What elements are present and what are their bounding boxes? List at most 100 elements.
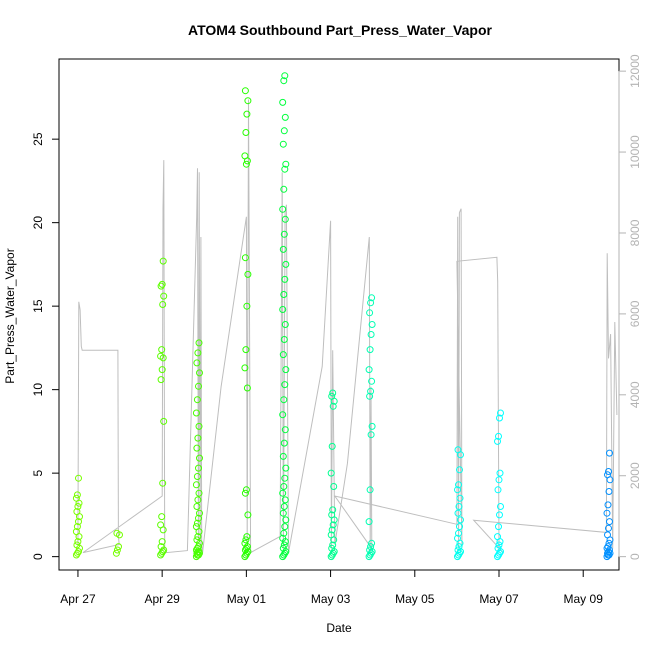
data-point: [328, 544, 336, 552]
x-axis: Apr 27 Apr 29 May 01 May 03 May 05 May 07 May …: [60, 569, 603, 606]
data-point: [329, 549, 337, 557]
data-point: [605, 539, 613, 547]
data-point: [194, 349, 202, 357]
data-point: [243, 302, 251, 310]
data-point: [456, 494, 464, 502]
x-tick-label: May 07: [479, 592, 519, 606]
data-point: [606, 449, 613, 457]
data-point: [366, 309, 374, 317]
data-point: [328, 551, 336, 559]
data-point: [160, 417, 168, 425]
data-point: [242, 346, 250, 354]
y-tick-label: 10: [31, 383, 45, 397]
data-point: [279, 509, 287, 517]
data-point: [279, 306, 287, 313]
data-point: [368, 321, 376, 328]
data-point: [159, 548, 167, 556]
data-point: [497, 409, 504, 417]
data-point: [494, 533, 501, 541]
y2-tick-label: 8000: [628, 219, 642, 246]
data-point: [194, 434, 202, 442]
data-point: [280, 551, 288, 559]
data-point: [75, 474, 82, 482]
data-point: [329, 402, 337, 410]
data-point: [192, 523, 200, 531]
data-point: [281, 215, 289, 223]
data-point: [242, 129, 250, 136]
data-point: [604, 543, 612, 551]
data-point: [74, 503, 82, 510]
data-point: [242, 544, 250, 552]
data-point: [281, 426, 289, 434]
data-point: [328, 511, 336, 519]
data-point: [72, 494, 80, 502]
data-point: [279, 452, 287, 460]
data-point: [241, 87, 249, 95]
data-point: [279, 544, 287, 552]
data-point: [158, 538, 166, 546]
data-point: [280, 230, 288, 238]
data-point: [365, 366, 373, 374]
data-point: [72, 551, 80, 559]
data-point: [281, 72, 289, 80]
data-point: [366, 392, 374, 400]
data-point: [195, 543, 202, 551]
data-point: [157, 521, 165, 529]
data-point: [368, 294, 376, 302]
data-point: [192, 546, 200, 554]
data-point: [157, 551, 165, 559]
data-point: [605, 551, 613, 559]
data-point: [494, 486, 502, 494]
data-point: [455, 503, 463, 510]
data-point: [195, 339, 203, 347]
y2-tick-label: 2000: [628, 462, 642, 489]
data-point: [282, 260, 290, 268]
x-tick-label: May 01: [227, 592, 267, 606]
data-point: [281, 321, 289, 328]
data-point: [195, 514, 202, 522]
data-point: [244, 270, 252, 278]
y2-tick-label: 12000: [628, 54, 642, 88]
data-point: [327, 469, 335, 477]
y-axis-left: 0 5 10 15 20 25: [31, 132, 60, 560]
y-tick-label: 25: [31, 132, 45, 146]
data-point: [159, 301, 167, 308]
y2-tick-label: 6000: [628, 300, 642, 327]
data-point: [280, 529, 288, 537]
data-point: [605, 548, 612, 556]
data-point: [368, 539, 376, 547]
data-point: [279, 98, 287, 106]
y-axis-label: Part_Press_Water_Vapor: [3, 248, 17, 383]
x-tick-label: Apr 29: [144, 592, 180, 606]
data-point: [497, 503, 504, 510]
data-point: [367, 431, 375, 439]
data-point: [195, 489, 203, 497]
data-point: [496, 511, 503, 519]
data-point: [328, 442, 336, 450]
data-point: [366, 346, 374, 354]
y2-tick-label: 10000: [628, 135, 642, 169]
data-point: [327, 531, 335, 539]
y2-tick-label: 4000: [628, 381, 642, 408]
data-point: [455, 543, 463, 551]
data-point: [279, 205, 287, 213]
data-point: [365, 518, 373, 526]
data-point: [193, 359, 201, 367]
data-point: [454, 446, 462, 454]
data-point: [495, 541, 503, 549]
data-point: [457, 516, 464, 524]
data-point: [193, 549, 201, 557]
data-point: [604, 501, 612, 509]
data-point: [280, 503, 288, 510]
data-point: [495, 432, 502, 440]
data-point: [282, 516, 290, 524]
data-point: [496, 549, 503, 557]
data-points-layer: [72, 72, 614, 561]
data-point: [243, 549, 251, 557]
data-point: [604, 471, 611, 479]
data-point: [366, 486, 374, 494]
y-tick-label: 0: [31, 553, 45, 560]
data-point: [281, 165, 289, 173]
data-point: [368, 422, 376, 430]
